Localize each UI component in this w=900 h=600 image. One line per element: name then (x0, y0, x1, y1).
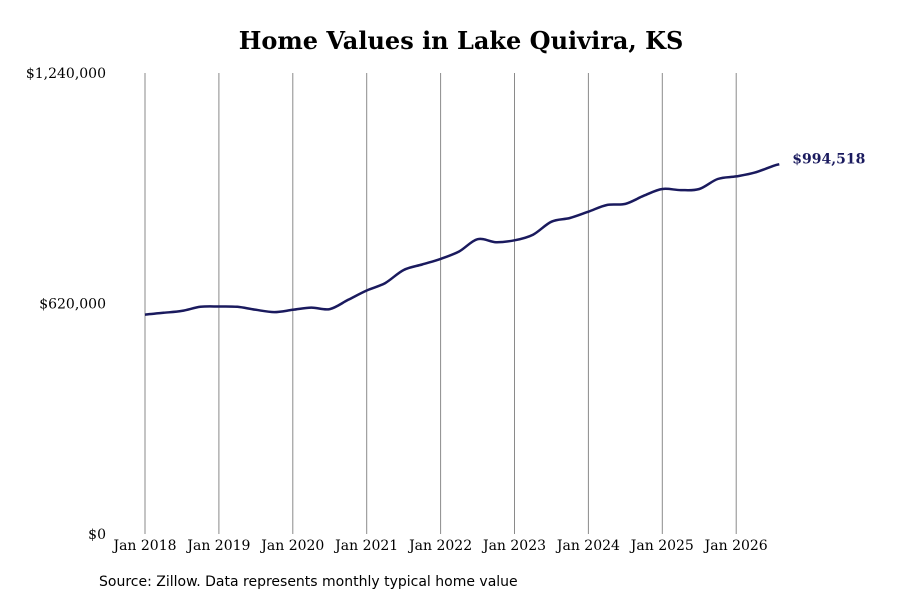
y-tick-label: $1,240,000 (26, 66, 106, 82)
x-tick-label: Jan 2023 (481, 538, 546, 554)
chart-title: Home Values in Lake Quivira, KS (238, 26, 684, 55)
x-tick-label: Jan 2025 (629, 538, 694, 554)
gridlines (144, 73, 737, 534)
x-tick-label: Jan 2026 (703, 538, 768, 554)
x-tick-label: Jan 2021 (333, 538, 398, 554)
end-label-group: $994,518 (792, 151, 865, 167)
end-value-label: $994,518 (792, 151, 865, 167)
x-tick-label: Jan 2018 (111, 538, 176, 554)
x-tick-label: Jan 2019 (185, 538, 250, 554)
x-tick-label: Jan 2022 (407, 538, 472, 554)
y-tick-label: $0 (88, 527, 106, 543)
x-axis-ticks: Jan 2018 Jan 2019 Jan 2020 Jan 2021 Jan 2022… (111, 538, 767, 554)
series-line-group (144, 163, 780, 316)
home-value-line (144, 163, 780, 316)
y-tick-label: $620,000 (39, 297, 106, 313)
y-axis-ticks: $0 $620,000 $1,240,000 (26, 66, 106, 543)
x-tick-label: Jan 2020 (259, 538, 324, 554)
source-note: Source: Zillow. Data represents monthly … (99, 574, 518, 590)
x-tick-label: Jan 2024 (555, 538, 620, 554)
